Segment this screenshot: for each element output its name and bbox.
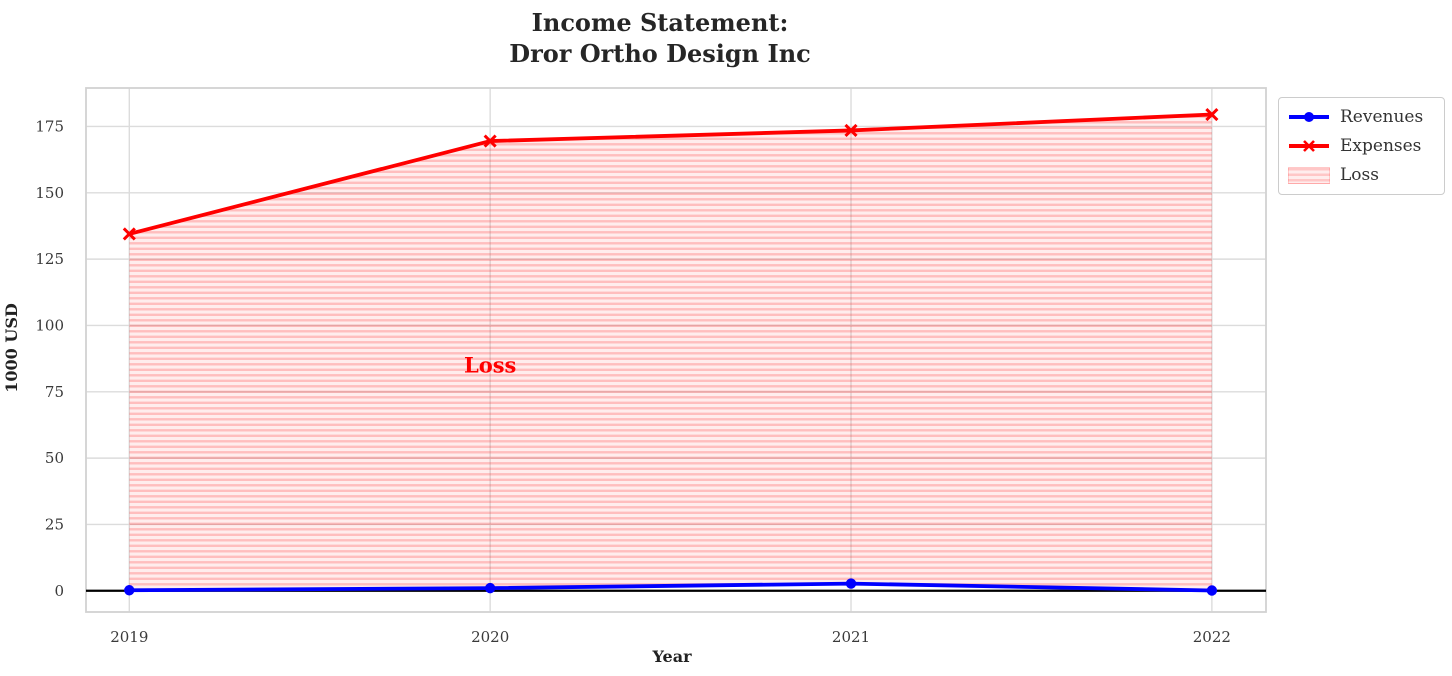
axes-frame [85, 87, 1267, 613]
legend-swatch-line-x-icon [1288, 137, 1330, 155]
y-tick-label: 0 [54, 582, 64, 600]
revenues-marker [124, 585, 135, 596]
revenues-marker [1206, 585, 1218, 596]
y-tick-label: 50 [45, 449, 64, 467]
loss-fill-region [129, 114, 1212, 591]
y-tick-label: 175 [35, 117, 64, 135]
revenues-marker [845, 578, 857, 589]
x-tick-label: 2019 [110, 628, 148, 646]
legend-label: Revenues [1340, 107, 1424, 127]
expenses-marker [844, 123, 858, 138]
legend-label: Expenses [1340, 136, 1422, 156]
legend-item-loss: Loss [1288, 163, 1435, 187]
loss-annotation: Loss [464, 352, 516, 377]
y-tick-label: 25 [45, 515, 64, 533]
x-tick-label: 2021 [832, 628, 870, 646]
x-tick-label: 2020 [471, 628, 509, 646]
y-tick-label: 125 [35, 250, 64, 268]
revenues-marker [484, 582, 496, 594]
y-tick-label: 75 [45, 383, 64, 401]
legend: Revenues Expenses Loss [1278, 97, 1445, 195]
expenses-marker [483, 134, 497, 148]
legend-swatch-hatch-patch-icon [1288, 166, 1330, 184]
y-axis-label: 1000 USD [2, 303, 21, 393]
revenues-line [129, 581, 1212, 593]
expenses-marker [1205, 107, 1219, 122]
chart-title: Income Statement: Dror Ortho Design Inc [509, 8, 811, 68]
legend-item-expenses: Expenses [1288, 134, 1435, 158]
y-tick-label: 150 [35, 184, 64, 202]
y-tick-label: 100 [35, 316, 64, 334]
legend-item-revenues: Revenues [1288, 105, 1435, 129]
x-tick-label: 2022 [1193, 628, 1231, 646]
legend-label: Loss [1340, 165, 1379, 185]
legend-swatch-line-circle-icon [1288, 108, 1330, 126]
expenses-line [128, 112, 1212, 236]
expenses-marker [122, 227, 136, 241]
x-axis-label: Year [651, 647, 692, 666]
